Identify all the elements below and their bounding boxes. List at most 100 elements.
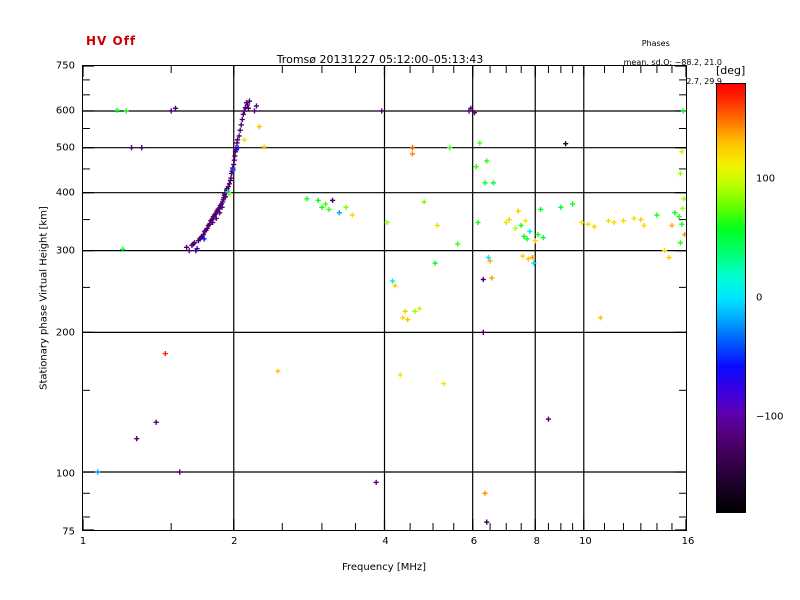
data-point <box>506 216 512 223</box>
data-point <box>228 175 234 181</box>
data-point <box>172 105 179 111</box>
data-point <box>230 167 236 173</box>
phase-stats-heading: Phases <box>641 39 670 48</box>
data-point <box>238 122 244 128</box>
data-point <box>570 201 576 207</box>
data-point <box>473 164 479 170</box>
data-point <box>153 419 159 425</box>
data-point <box>480 329 486 335</box>
data-point <box>638 216 644 223</box>
data-point <box>412 308 418 314</box>
data-points <box>95 98 686 525</box>
data-point <box>210 219 216 226</box>
data-point <box>545 416 552 422</box>
data-point <box>641 222 647 229</box>
data-point <box>139 145 145 151</box>
data-point <box>531 260 537 266</box>
data-point <box>525 256 531 262</box>
data-point <box>201 236 207 242</box>
colorbar-gradient <box>716 83 746 513</box>
data-point <box>226 181 232 187</box>
data-point <box>487 258 493 264</box>
data-point <box>235 145 241 151</box>
x-tick-label: 16 <box>681 536 695 547</box>
data-point <box>241 108 247 114</box>
y-tick-label: 400 <box>55 187 75 199</box>
data-point <box>661 248 668 254</box>
data-point <box>518 222 524 229</box>
data-point <box>402 308 408 314</box>
data-point <box>240 111 246 117</box>
data-point <box>239 116 245 123</box>
data-point <box>251 108 258 114</box>
data-point <box>681 196 686 202</box>
x-tick-label: 6 <box>470 536 478 547</box>
data-point <box>227 191 233 197</box>
data-point <box>183 244 190 250</box>
x-tick-label: 2 <box>231 536 238 547</box>
y-tick-label: 750 <box>55 60 75 72</box>
data-point <box>480 276 486 283</box>
data-point <box>455 241 461 247</box>
y-axis-label: Stationary phase Virtual Height [km] <box>38 206 50 390</box>
data-point <box>349 212 355 218</box>
data-point <box>676 214 682 220</box>
data-point <box>400 315 406 321</box>
data-point <box>409 151 416 157</box>
y-tick-label: 300 <box>55 245 75 257</box>
data-point <box>194 246 200 252</box>
data-point <box>475 219 481 226</box>
data-point <box>515 208 521 214</box>
data-point <box>466 108 472 114</box>
data-point <box>237 127 243 133</box>
data-point <box>611 219 617 226</box>
data-point <box>217 210 223 216</box>
colorbar-tick-label: −100 <box>756 411 784 423</box>
y-tick-label: 200 <box>55 327 75 339</box>
data-point <box>521 233 527 239</box>
x-axis-label: Frequency [MHz] <box>341 562 427 573</box>
data-point <box>128 145 135 151</box>
data-point <box>253 103 260 109</box>
data-point <box>379 108 385 114</box>
data-point <box>540 235 546 241</box>
data-point <box>246 98 253 104</box>
data-point <box>654 212 660 218</box>
data-point <box>489 275 495 281</box>
data-point <box>669 222 675 229</box>
data-point <box>620 218 627 224</box>
y-tick-label: 75 <box>62 526 75 538</box>
data-point <box>416 306 423 312</box>
data-point <box>236 133 242 139</box>
data-point <box>484 519 490 525</box>
data-point <box>373 479 379 485</box>
data-point <box>123 108 129 114</box>
data-point <box>421 199 427 205</box>
data-point <box>397 372 403 378</box>
y-tick-label: 500 <box>55 142 75 154</box>
data-point <box>389 278 396 284</box>
data-point <box>343 204 349 210</box>
x-tick-label: 4 <box>382 536 389 547</box>
data-point <box>677 240 684 246</box>
data-point <box>200 231 207 238</box>
data-point <box>191 240 198 246</box>
data-point <box>261 144 267 150</box>
colorbar: 100 0 −100 <box>716 83 783 513</box>
data-point <box>244 102 251 108</box>
data-point <box>322 201 329 207</box>
hv-status-label: HV Off <box>86 34 137 48</box>
data-point <box>234 137 241 143</box>
data-point <box>677 170 684 177</box>
data-point <box>477 140 483 146</box>
data-point <box>485 254 492 261</box>
data-point <box>585 221 591 227</box>
scatter-plot-canvas <box>83 66 686 530</box>
data-point <box>679 149 685 155</box>
data-point <box>134 436 140 442</box>
data-point <box>524 236 530 242</box>
y-tick-label: 600 <box>55 105 75 117</box>
x-tick-label: 1 <box>79 536 87 547</box>
data-point <box>219 204 225 210</box>
